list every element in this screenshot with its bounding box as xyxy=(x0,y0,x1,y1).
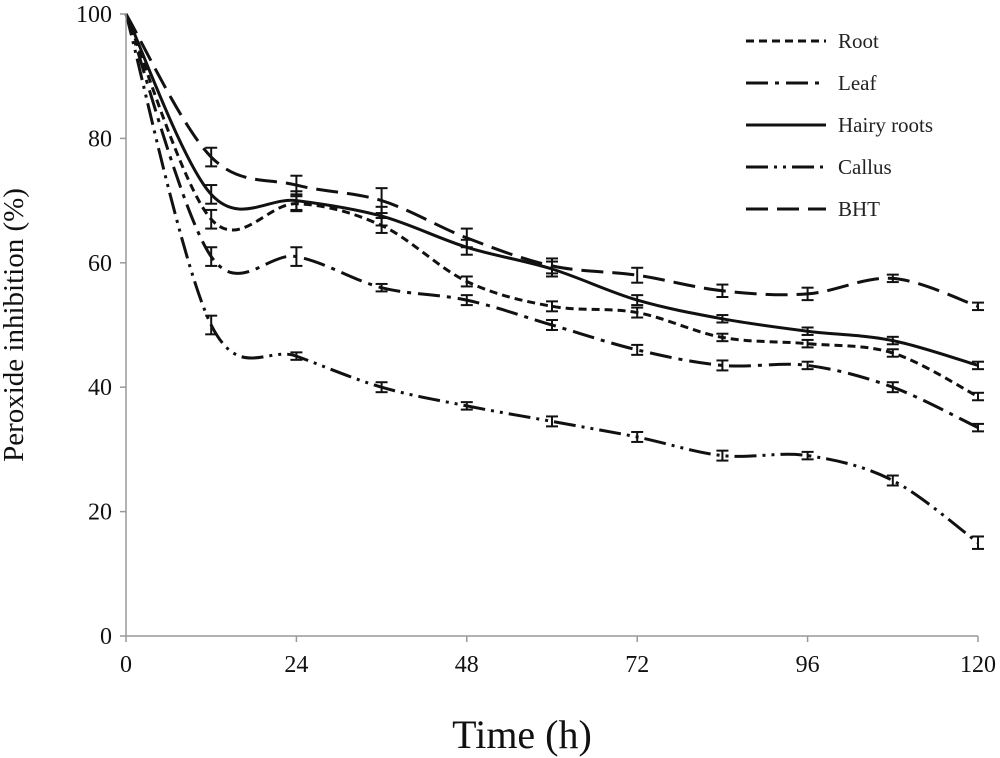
legend-label: Leaf xyxy=(838,71,876,95)
error-bar xyxy=(886,273,899,284)
error-bar xyxy=(801,450,814,461)
x-tick-label: 0 xyxy=(120,652,132,678)
series-line-root xyxy=(124,13,979,398)
error-bar xyxy=(972,422,984,433)
error-bar xyxy=(546,257,558,275)
series-line-hairy-roots xyxy=(124,13,979,367)
error-bar xyxy=(801,360,814,371)
series-hairy-roots xyxy=(124,13,984,371)
y-tick-label: 20 xyxy=(88,500,112,526)
y-tick-label: 60 xyxy=(88,251,112,277)
error-bar xyxy=(375,282,388,293)
axes-layer xyxy=(125,14,978,637)
error-bar xyxy=(205,184,218,205)
x-tick-label: 48 xyxy=(455,652,479,678)
y-axis-title: Peroxide inhibition (%) xyxy=(0,188,30,462)
error-bar xyxy=(290,351,303,361)
x-axis-title: Time (h) xyxy=(452,712,592,757)
legend-label: Root xyxy=(838,29,879,53)
y-tick-label: 100 xyxy=(76,2,112,28)
error-bar xyxy=(375,381,388,394)
y-tick-label: 0 xyxy=(100,624,112,650)
error-bar xyxy=(546,300,558,313)
error-bar xyxy=(460,227,473,249)
error-bar xyxy=(460,401,473,411)
error-bar xyxy=(972,391,984,402)
error-bar xyxy=(546,415,558,428)
error-bar xyxy=(205,246,218,267)
error-bar xyxy=(716,314,729,324)
error-bar xyxy=(631,306,644,319)
legend: Root Leaf Hairy roots Callus BHT xyxy=(746,29,933,221)
y-tick-label: 40 xyxy=(88,375,112,401)
error-bar xyxy=(460,275,473,288)
series-callus xyxy=(124,13,984,550)
series-bht xyxy=(124,13,984,312)
series-line-bht xyxy=(124,13,979,308)
x-tick-label: 24 xyxy=(284,652,308,678)
error-bar xyxy=(716,359,729,372)
series-layer xyxy=(124,13,984,550)
legend-item-hairy-roots: Hairy roots xyxy=(746,113,933,137)
error-bar xyxy=(801,338,814,349)
legend-item-leaf: Leaf xyxy=(746,71,876,95)
ticks-layer: 0 20 40 60 80 100 0 24 48 72 96 120 xyxy=(76,2,996,678)
error-bar xyxy=(631,266,644,284)
legend-item-root: Root xyxy=(746,29,879,53)
error-bar xyxy=(716,332,729,343)
error-bar xyxy=(205,208,218,230)
error-bar xyxy=(375,187,388,215)
error-bar xyxy=(631,343,644,356)
error-bar xyxy=(546,319,558,331)
error-bar xyxy=(716,283,729,299)
error-bar xyxy=(716,449,729,462)
error-bar xyxy=(205,314,218,336)
error-bar xyxy=(460,294,473,307)
error-bar xyxy=(801,326,814,336)
error-bar xyxy=(801,286,814,302)
error-bar xyxy=(886,348,899,358)
series-root xyxy=(124,13,984,402)
error-bar xyxy=(290,174,303,196)
legend-label: Hairy roots xyxy=(838,113,933,137)
series-leaf xyxy=(124,13,984,433)
y-tick-label: 80 xyxy=(88,126,112,152)
error-bar xyxy=(972,360,984,371)
legend-label: Callus xyxy=(838,155,892,179)
error-bar xyxy=(886,381,899,394)
error-bar xyxy=(290,246,303,267)
error-bar xyxy=(631,294,644,307)
x-tick-label: 96 xyxy=(796,652,820,678)
error-bar xyxy=(972,301,984,312)
error-bar xyxy=(205,146,218,168)
x-tick-label: 72 xyxy=(625,652,649,678)
error-bar xyxy=(886,474,899,487)
legend-item-bht: BHT xyxy=(746,197,880,221)
error-bar xyxy=(631,430,644,443)
error-bar xyxy=(972,535,984,550)
error-bar xyxy=(886,335,899,346)
legend-item-callus: Callus xyxy=(746,155,892,179)
series-line-leaf xyxy=(124,13,979,429)
legend-label: BHT xyxy=(838,197,880,221)
x-tick-label: 120 xyxy=(960,652,996,678)
